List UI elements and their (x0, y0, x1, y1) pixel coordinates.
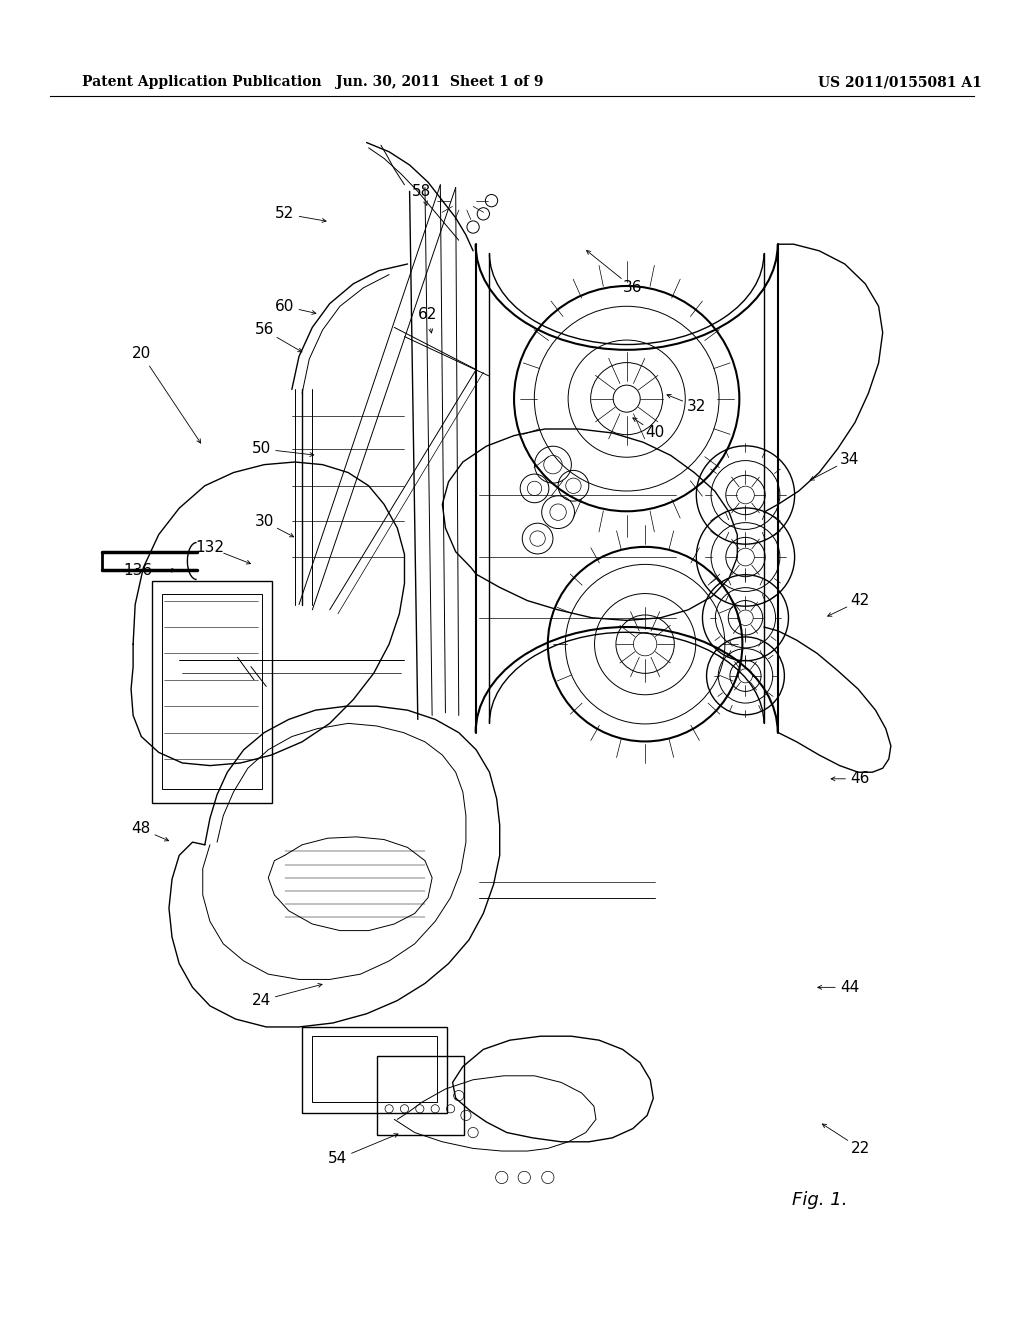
Text: 62: 62 (419, 306, 437, 322)
Text: Jun. 30, 2011  Sheet 1 of 9: Jun. 30, 2011 Sheet 1 of 9 (336, 75, 544, 88)
Text: 46: 46 (851, 771, 869, 787)
Bar (377, 1056, 464, 1135)
Text: US 2011/0155081 A1: US 2011/0155081 A1 (818, 75, 982, 88)
Circle shape (485, 194, 498, 207)
Text: 48: 48 (132, 821, 151, 837)
Text: Patent Application Publication: Patent Application Publication (82, 75, 322, 88)
Bar (162, 594, 262, 789)
Circle shape (467, 220, 479, 234)
Text: 36: 36 (623, 280, 643, 296)
Text: 60: 60 (275, 298, 294, 314)
Circle shape (477, 207, 489, 220)
Text: 56: 56 (255, 322, 273, 338)
Text: 32: 32 (687, 399, 706, 414)
Bar (312, 1036, 437, 1102)
Text: 50: 50 (252, 441, 270, 457)
Text: 44: 44 (841, 979, 859, 995)
Text: 30: 30 (255, 513, 273, 529)
Text: 42: 42 (851, 593, 869, 609)
Text: 54: 54 (329, 1151, 347, 1167)
Bar (302, 1027, 447, 1113)
Text: 136: 136 (124, 562, 153, 578)
Text: 132: 132 (196, 540, 224, 556)
Text: 58: 58 (413, 183, 431, 199)
Text: 52: 52 (275, 206, 294, 222)
Text: 24: 24 (252, 993, 270, 1008)
Text: 34: 34 (841, 451, 859, 467)
Text: 20: 20 (132, 346, 151, 362)
Text: 22: 22 (851, 1140, 869, 1156)
Text: 40: 40 (646, 425, 665, 441)
Bar (152, 581, 272, 803)
Text: Fig. 1.: Fig. 1. (793, 1191, 848, 1209)
